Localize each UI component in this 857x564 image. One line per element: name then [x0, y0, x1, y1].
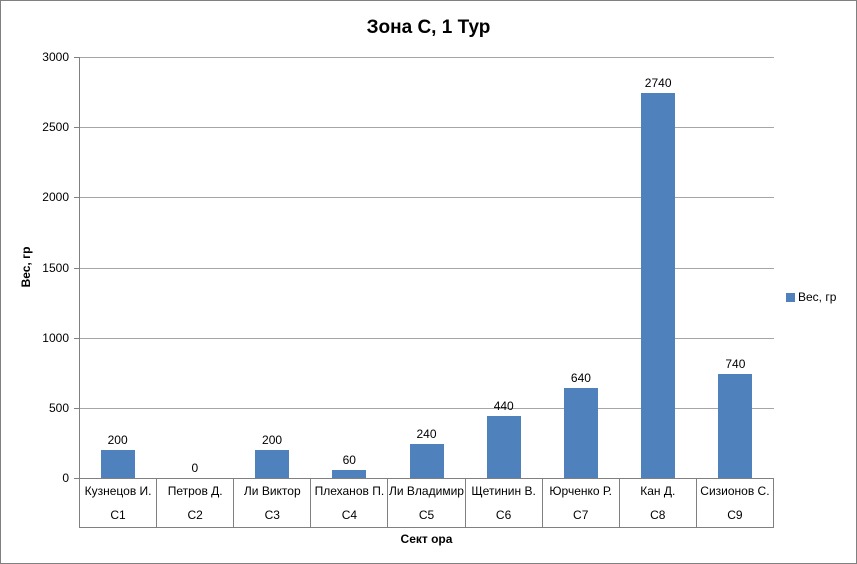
x-axis-title: Сект ора	[400, 532, 453, 546]
legend-swatch-icon	[786, 292, 795, 302]
category-name: Ли Виктор	[243, 484, 301, 498]
category-cell: Плеханов П. C4	[311, 479, 389, 527]
bar	[641, 93, 676, 478]
chart-title: Зона C, 1 Тур	[366, 17, 491, 38]
bar	[409, 444, 444, 478]
gridline	[79, 127, 774, 129]
category-cell: Петров Д. C2	[157, 479, 235, 527]
category-cell: Юрченко Р. C7	[543, 479, 620, 527]
y-tick-label: 1000	[42, 330, 69, 345]
bar-value-label: 440	[493, 399, 514, 414]
y-axis-line	[79, 57, 80, 478]
category-code: C8	[650, 508, 666, 522]
category-code: C6	[495, 508, 512, 522]
y-tick-mark	[74, 267, 79, 269]
gridline	[79, 197, 774, 199]
bar-value-label: 2740	[644, 76, 672, 91]
gridline	[79, 407, 774, 409]
y-tick-label: 3000	[42, 50, 69, 64]
category-name: Ли Владимир	[389, 484, 464, 498]
category-cell: Сизионов С. C9	[697, 479, 774, 527]
bar	[100, 449, 135, 478]
category-name: Петров Д.	[167, 484, 223, 498]
category-code: C1	[110, 508, 126, 522]
category-name: Щетинин В.	[471, 484, 536, 498]
y-tick-label: 500	[48, 400, 69, 415]
category-cell: Щетинин В. C6	[466, 479, 543, 527]
bar-value-label: 640	[570, 371, 591, 386]
y-tick-mark	[74, 337, 79, 339]
y-tick-label: 2000	[42, 190, 69, 205]
y-tick-label: 0	[62, 471, 69, 485]
category-name: Кан Д.	[640, 484, 676, 498]
y-tick-label: 1500	[42, 260, 69, 275]
bar	[332, 469, 367, 478]
category-code: C4	[341, 508, 358, 522]
category-code: C7	[573, 508, 589, 522]
bar	[486, 416, 521, 478]
category-code: C9	[727, 508, 743, 522]
bar	[563, 388, 598, 478]
legend: Вес, гр	[786, 291, 836, 303]
bar	[255, 449, 290, 478]
category-name: Кузнецов И.	[84, 484, 152, 498]
bar	[718, 374, 753, 478]
legend-label: Вес, гр	[798, 290, 837, 304]
category-cell: Ли Владимир C5	[388, 479, 466, 527]
bar-value-label: 240	[416, 427, 437, 442]
y-tick-mark	[74, 197, 79, 199]
bar-value-label: 740	[725, 357, 746, 372]
category-code: C2	[187, 508, 203, 522]
y-tick-mark	[74, 407, 79, 409]
bar-value-label: 60	[342, 452, 356, 467]
category-name: Юрченко Р.	[549, 484, 612, 498]
y-tick-mark	[74, 478, 79, 479]
category-cell: Кузнецов И. C1	[79, 479, 158, 527]
y-tick-mark	[74, 127, 79, 129]
category-name: Плеханов П.	[314, 484, 385, 498]
category-code: C3	[264, 508, 280, 522]
y-tick-mark	[74, 57, 79, 58]
bar-value-label: 0	[191, 461, 199, 475]
gridline	[79, 337, 774, 339]
bar-value-label: 200	[107, 432, 128, 447]
bar-value-label: 200	[262, 432, 283, 447]
y-tick-label: 2500	[42, 120, 69, 135]
plot-area: 200 0 200 60 240 440 640 2740 740	[79, 57, 774, 478]
gridline	[79, 267, 774, 269]
category-code: C5	[418, 508, 435, 522]
x-axis-category-table: Кузнецов И. C1 Петров Д. C2 Ли Виктор C3 Плеха…	[79, 478, 774, 528]
category-cell: Ли Виктор C3	[234, 479, 312, 527]
category-cell: Кан Д. C8	[620, 479, 697, 527]
gridline	[79, 57, 774, 58]
category-name: Сизионов С.	[700, 484, 770, 498]
